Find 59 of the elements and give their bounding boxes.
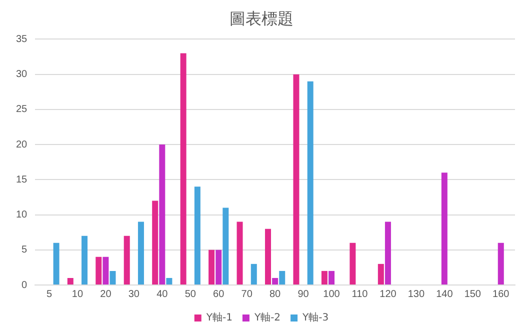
- x-tick-label: 5: [46, 288, 52, 300]
- bar: [53, 242, 60, 284]
- x-tick-label: 150: [464, 288, 482, 300]
- x-tick-label: 10: [72, 288, 84, 300]
- bar: [307, 81, 314, 284]
- bar: [194, 186, 200, 284]
- x-tick-label: 20: [100, 288, 112, 300]
- bar: [110, 270, 116, 284]
- x-tick-label: 110: [352, 288, 368, 300]
- x-tick-label: 60: [213, 288, 225, 300]
- bar: [498, 242, 504, 284]
- y-tick-label: 0: [22, 280, 28, 291]
- bar: [293, 74, 300, 284]
- legend-label: Y軸-1: [205, 312, 232, 324]
- bar: [124, 236, 130, 284]
- x-tick-label: 40: [156, 288, 168, 300]
- bar: [328, 270, 335, 284]
- x-tick-label: 130: [408, 288, 425, 300]
- x-tick-label: 160: [492, 288, 510, 300]
- bar: [166, 278, 172, 284]
- y-tick-label: 10: [16, 210, 28, 221]
- bar: [250, 264, 257, 284]
- bar: [180, 53, 186, 284]
- bar: [216, 250, 222, 284]
- bar: [321, 270, 328, 284]
- y-tick-label: 20: [16, 139, 28, 150]
- y-tick-label: 35: [16, 34, 28, 45]
- chart-title: 圖表標題: [230, 8, 294, 28]
- legend-label: Y軸-3: [302, 312, 329, 324]
- y-tick-label: 25: [16, 104, 28, 116]
- x-tick-label: 120: [380, 288, 397, 300]
- bar: [350, 242, 356, 284]
- bar: [159, 144, 166, 284]
- x-tick-label: 30: [128, 288, 140, 300]
- bar: [208, 250, 215, 284]
- x-tick-label: 70: [241, 288, 253, 300]
- bar: [378, 264, 384, 284]
- x-tick-label: 100: [323, 288, 340, 300]
- bar: [384, 222, 391, 284]
- bar: [82, 236, 88, 284]
- bar: [265, 228, 272, 284]
- x-tick-label: 140: [436, 288, 454, 300]
- bar: [96, 256, 102, 284]
- x-tick-label: 80: [270, 288, 282, 300]
- x-tick-label: 50: [184, 288, 196, 300]
- bar: [441, 172, 448, 284]
- bar: [102, 256, 109, 284]
- y-tick-label: 15: [16, 174, 28, 186]
- x-tick-label: 90: [298, 288, 310, 300]
- bar: [138, 222, 144, 284]
- bar: [272, 278, 278, 284]
- y-tick-label: 5: [22, 244, 28, 256]
- bar: [222, 208, 229, 284]
- bar: [67, 278, 74, 284]
- bar: [279, 270, 286, 284]
- legend-label: Y軸-2: [253, 312, 281, 324]
- y-tick-label: 30: [16, 69, 28, 80]
- bar: [236, 222, 243, 284]
- bar: [152, 200, 158, 284]
